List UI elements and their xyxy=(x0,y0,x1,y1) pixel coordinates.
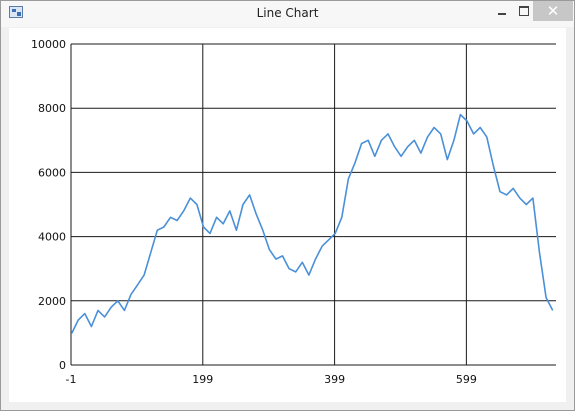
y-tick-label: 8000 xyxy=(38,102,66,115)
y-tick-label: 2000 xyxy=(38,295,66,308)
line-chart: 0 2000 4000 6000 8000 10000 -1 199 399 599 xyxy=(31,38,556,386)
x-tick-label: 399 xyxy=(324,373,345,386)
y-tick-label: 10000 xyxy=(31,38,66,51)
y-tick-label: 4000 xyxy=(38,231,66,244)
x-tick-label: 599 xyxy=(456,373,477,386)
chart-area: 0 2000 4000 6000 8000 10000 -1 199 399 599 xyxy=(9,28,566,402)
close-button[interactable]: ✕ xyxy=(533,1,573,21)
maximize-icon xyxy=(519,6,529,16)
close-icon: ✕ xyxy=(546,2,560,20)
maximize-button[interactable] xyxy=(513,1,535,21)
window-title: Line Chart xyxy=(256,6,319,20)
minimize-button[interactable] xyxy=(489,1,515,21)
title-bar[interactable]: Line Chart ✕ xyxy=(1,1,574,27)
x-tick-label: -1 xyxy=(66,373,77,386)
series-line xyxy=(70,113,554,334)
minimize-icon xyxy=(498,13,506,15)
app-icon[interactable] xyxy=(9,6,23,18)
y-tick-label: 6000 xyxy=(38,166,66,179)
y-tick-label: 0 xyxy=(59,359,66,372)
x-tick-label: 199 xyxy=(192,373,213,386)
